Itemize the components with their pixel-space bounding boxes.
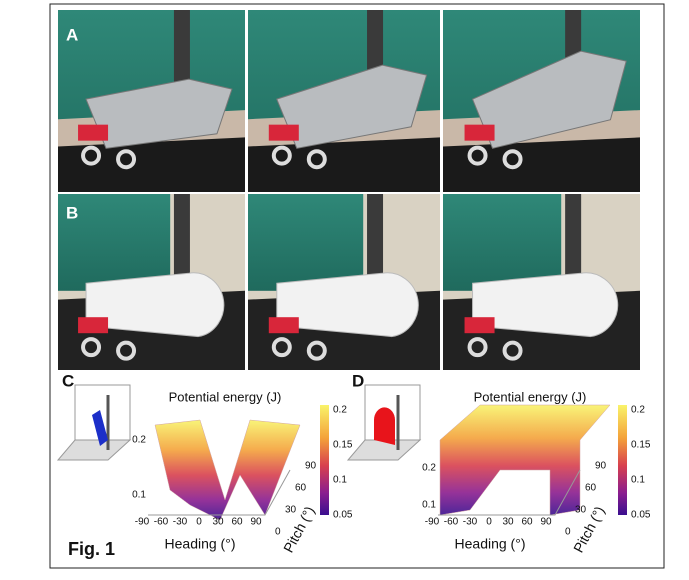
plot-title: Potential energy (J) <box>169 389 282 404</box>
pitch-tick-label: 0 <box>565 527 571 538</box>
pitch-tick-label: 30 <box>285 505 297 516</box>
z-tick-label: 0.2 <box>132 435 146 446</box>
pitch-tick-label: 60 <box>585 483 597 494</box>
robot-battery <box>465 317 495 333</box>
z-tick-label: 0.1 <box>422 500 436 511</box>
heading-tick-label: 60 <box>521 517 533 528</box>
heading-tick-label: -30 <box>463 517 478 528</box>
colorbar-tick-label: 0.05 <box>333 510 353 521</box>
heading-tick-label: -30 <box>173 517 188 528</box>
heading-tick-label: 60 <box>231 517 243 528</box>
colorbar <box>618 405 627 515</box>
heading-axis-label: Heading (°) <box>455 536 526 552</box>
heading-tick-label: 0 <box>196 517 202 528</box>
robot-battery <box>269 317 299 333</box>
pitch-tick-label: 90 <box>595 461 607 472</box>
colorbar-tick-label: 0.2 <box>333 405 347 416</box>
inset-floor <box>58 440 130 460</box>
z-tick-label: 0.2 <box>422 463 436 474</box>
heading-tick-label: -90 <box>135 517 150 528</box>
plot-title: Potential energy (J) <box>474 389 587 404</box>
row-label: B <box>66 203 78 222</box>
z-tick-label: 0.1 <box>132 490 146 501</box>
pitch-tick-label: 30 <box>575 505 587 516</box>
heading-tick-label: -90 <box>425 517 440 528</box>
panel-label: D <box>352 371 364 390</box>
panel-label: C <box>62 371 74 390</box>
heading-tick-label: -60 <box>154 517 169 528</box>
heading-axis-label: Heading (°) <box>165 536 236 552</box>
plot-panel: C Potential energy (J) 0.2 0.15 0.1 0.05 0.2 0.… <box>58 371 353 555</box>
colorbar-tick-label: 0.15 <box>333 440 353 451</box>
colorbar-tick-label: 0.05 <box>631 510 651 521</box>
robot-battery <box>78 125 108 141</box>
figure: A B Fig. 1 C Potential energy (J) 0.2 0.15 0… <box>0 0 689 575</box>
robot-battery <box>465 125 495 141</box>
inset-shape <box>374 407 395 445</box>
surface <box>155 420 300 520</box>
photo-grid <box>58 10 640 370</box>
heading-tick-label: 30 <box>212 517 224 528</box>
colorbar <box>320 405 329 515</box>
colorbar-tick-label: 0.1 <box>333 475 347 486</box>
plot-panel: D Potential energy (J) 0.2 0.15 0.1 0.05 0.2 0.… <box>348 371 651 555</box>
heading-tick-label: 30 <box>502 517 514 528</box>
heading-tick-label: 90 <box>250 517 262 528</box>
pitch-tick-label: 90 <box>305 461 317 472</box>
heading-tick-label: -60 <box>444 517 459 528</box>
row-label: A <box>66 25 78 44</box>
photo-mat <box>58 137 245 192</box>
colorbar-tick-label: 0.15 <box>631 440 651 451</box>
colorbar-tick-label: 0.1 <box>631 475 645 486</box>
colorbar-tick-label: 0.2 <box>631 405 645 416</box>
pitch-tick-label: 60 <box>295 483 307 494</box>
heading-tick-label: 0 <box>486 517 492 528</box>
robot-battery <box>78 317 108 333</box>
photo-mat <box>443 137 640 192</box>
photo-mat <box>248 137 440 192</box>
robot-battery <box>269 125 299 141</box>
heading-tick-label: 90 <box>540 517 552 528</box>
inset-floor <box>348 440 420 460</box>
pitch-tick-label: 0 <box>275 527 281 538</box>
figure-label: Fig. 1 <box>68 539 115 559</box>
